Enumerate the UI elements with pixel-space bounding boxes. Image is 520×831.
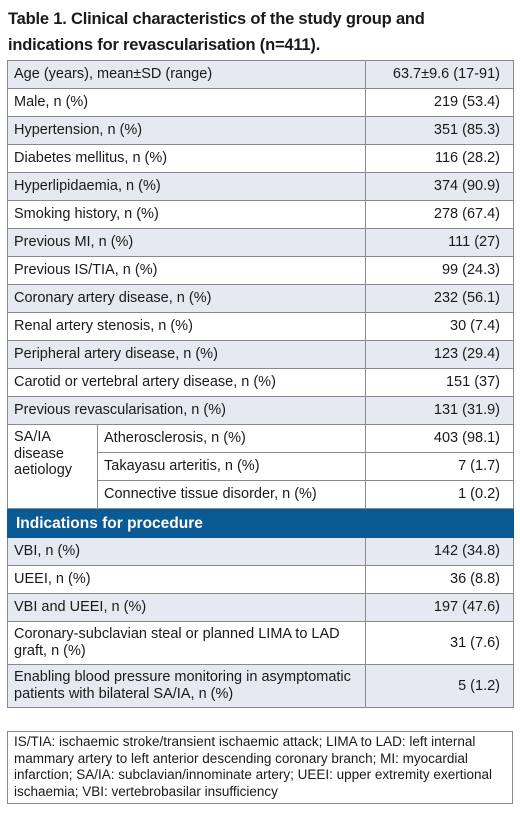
row-label: Age (years), mean±SD (range) [7, 60, 366, 89]
table-title: Table 1. Clinical characteristics of the… [8, 10, 425, 54]
row-value: 116 (28.2) [365, 144, 514, 173]
row-label: VBI, n (%) [7, 537, 366, 566]
row-value: 278 (67.4) [365, 200, 514, 229]
table-row: Previous revascularisation, n (%) 131 (3… [7, 396, 514, 425]
row-value: 63.7±9.6 (17-91) [365, 60, 514, 89]
row-value: 403 (98.1) [365, 424, 514, 453]
row-label: Smoking history, n (%) [7, 200, 366, 229]
row-value: 31 (7.6) [365, 621, 514, 665]
row-value: 374 (90.9) [365, 172, 514, 201]
row-value: 36 (8.8) [365, 565, 514, 594]
row-label: Enabling blood pressure monitoring in as… [7, 664, 366, 708]
row-label: Hyperlipidaemia, n (%) [7, 172, 366, 201]
row-label: VBI and UEEI, n (%) [7, 593, 366, 622]
row-label: Peripheral artery disease, n (%) [7, 340, 366, 369]
table-row: Male, n (%) 219 (53.4) [7, 88, 514, 117]
table-row: Renal artery stenosis, n (%) 30 (7.4) [7, 312, 514, 341]
table-row: Previous MI, n (%) 111 (27) [7, 228, 514, 257]
row-value: 151 (37) [365, 368, 514, 397]
table-row: Hyperlipidaemia, n (%) 374 (90.9) [7, 172, 514, 201]
row-value: 197 (47.6) [365, 593, 514, 622]
clinical-characteristics-table: Age (years), mean±SD (range) 63.7±9.6 (1… [7, 60, 514, 708]
aetiology-row: SA/IA disease aetiology Atherosclerosis,… [7, 424, 514, 509]
row-label: Previous revascularisation, n (%) [7, 396, 366, 425]
row-label: Male, n (%) [7, 88, 366, 117]
row-value: 131 (31.9) [365, 396, 514, 425]
row-value: 7 (1.7) [365, 452, 514, 481]
row-label: Connective tissue disorder, n (%) [97, 480, 366, 509]
row-value: 5 (1.2) [365, 664, 514, 708]
row-label: Previous MI, n (%) [7, 228, 366, 257]
row-value: 123 (29.4) [365, 340, 514, 369]
row-label: Carotid or vertebral artery disease, n (… [7, 368, 366, 397]
row-value: 142 (34.8) [365, 537, 514, 566]
table-row: Age (years), mean±SD (range) 63.7±9.6 (1… [7, 60, 514, 89]
section-header: Indications for procedure [7, 508, 514, 538]
row-value: 30 (7.4) [365, 312, 514, 341]
table-row: Coronary-subclavian steal or planned LIM… [7, 621, 514, 665]
row-label: Diabetes mellitus, n (%) [7, 144, 366, 173]
table-row: Carotid or vertebral artery disease, n (… [7, 368, 514, 397]
row-value: 1 (0.2) [365, 480, 514, 509]
row-label: Hypertension, n (%) [7, 116, 366, 145]
aetiology-row: Connective tissue disorder, n (%) 1 (0.2… [8, 480, 514, 509]
row-label: Coronary-subclavian steal or planned LIM… [7, 621, 366, 665]
table-row: VBI and UEEI, n (%) 197 (47.6) [7, 593, 514, 622]
table-row: Smoking history, n (%) 278 (67.4) [7, 200, 514, 229]
table-footnote: IS/TIA: ischaemic stroke/transient ischa… [7, 731, 513, 804]
row-label: UEEI, n (%) [7, 565, 366, 594]
table-row: Previous IS/TIA, n (%) 99 (24.3) [7, 256, 514, 285]
row-label: Coronary artery disease, n (%) [7, 284, 366, 313]
table-row: Diabetes mellitus, n (%) 116 (28.2) [7, 144, 514, 173]
row-label: Atherosclerosis, n (%) [97, 424, 366, 453]
row-value: 219 (53.4) [365, 88, 514, 117]
table-row: UEEI, n (%) 36 (8.8) [7, 565, 514, 594]
table-row: Enabling blood pressure monitoring in as… [7, 664, 514, 708]
aetiology-row: Takayasu arteritis, n (%) 7 (1.7) [8, 452, 514, 481]
row-label: Takayasu arteritis, n (%) [97, 452, 366, 481]
table-row: Hypertension, n (%) 351 (85.3) [7, 116, 514, 145]
table-row: Peripheral artery disease, n (%) 123 (29… [7, 340, 514, 369]
aetiology-group-label: SA/IA disease aetiology [7, 424, 98, 509]
row-value: 232 (56.1) [365, 284, 514, 313]
row-value: 111 (27) [365, 228, 514, 257]
row-label: Renal artery stenosis, n (%) [7, 312, 366, 341]
row-label: Previous IS/TIA, n (%) [7, 256, 366, 285]
table-row: Coronary artery disease, n (%) 232 (56.1… [7, 284, 514, 313]
table-row: VBI, n (%) 142 (34.8) [7, 537, 514, 566]
row-value: 99 (24.3) [365, 256, 514, 285]
indications-header: Indications for procedure [7, 508, 514, 538]
row-value: 351 (85.3) [365, 116, 514, 145]
